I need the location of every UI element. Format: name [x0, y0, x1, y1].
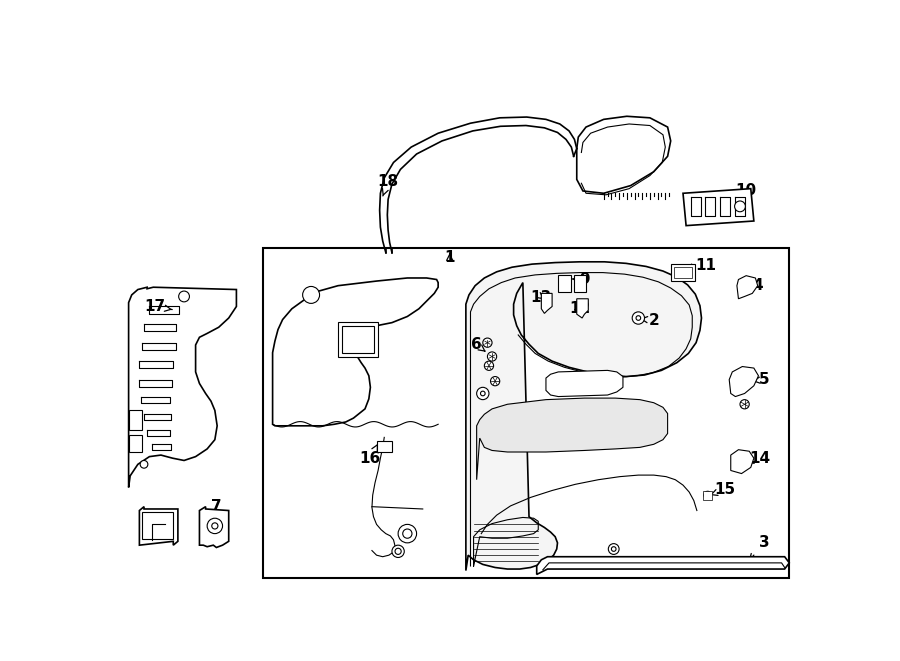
Text: 11: 11 [686, 258, 716, 273]
Bar [674, 267, 692, 278]
Text: 8: 8 [158, 518, 167, 533]
Circle shape [608, 543, 619, 555]
Polygon shape [546, 370, 623, 397]
Bar [558, 275, 571, 292]
Circle shape [398, 524, 417, 543]
Circle shape [704, 491, 712, 499]
Polygon shape [129, 288, 237, 487]
Polygon shape [731, 449, 754, 473]
Circle shape [477, 387, 489, 400]
Circle shape [402, 529, 412, 538]
Polygon shape [140, 507, 178, 545]
Text: 9: 9 [572, 272, 590, 287]
Circle shape [395, 548, 401, 555]
Text: 17: 17 [144, 299, 172, 314]
Bar [670, 264, 696, 281]
Text: 18: 18 [377, 175, 399, 196]
Bar [376, 442, 392, 452]
Polygon shape [273, 278, 438, 426]
Polygon shape [577, 299, 589, 318]
Circle shape [636, 316, 641, 321]
Polygon shape [729, 367, 759, 397]
Bar [264, 248, 789, 578]
Text: 7: 7 [212, 499, 221, 518]
Polygon shape [477, 398, 668, 480]
Text: 2: 2 [641, 313, 659, 328]
Bar [338, 322, 378, 356]
Polygon shape [536, 557, 789, 574]
Circle shape [207, 518, 222, 533]
Text: 1: 1 [445, 251, 455, 266]
Circle shape [734, 201, 745, 212]
Circle shape [302, 286, 320, 303]
Circle shape [484, 361, 493, 370]
Text: 4: 4 [749, 278, 763, 293]
Text: 6: 6 [472, 338, 485, 352]
Text: 12: 12 [569, 301, 590, 316]
Bar [129, 435, 142, 452]
Text: 5: 5 [753, 372, 770, 387]
Text: 13: 13 [531, 290, 552, 305]
Polygon shape [737, 276, 758, 299]
Text: 3: 3 [750, 535, 770, 560]
Circle shape [488, 352, 497, 361]
Circle shape [632, 312, 644, 324]
Polygon shape [683, 188, 754, 225]
Circle shape [740, 400, 749, 409]
Bar [342, 326, 374, 353]
Bar [142, 512, 174, 539]
Circle shape [482, 338, 492, 347]
Text: 15: 15 [711, 483, 735, 497]
Circle shape [392, 545, 404, 557]
Circle shape [140, 461, 148, 468]
Text: 16: 16 [360, 444, 381, 465]
Bar [129, 410, 142, 430]
Polygon shape [541, 293, 552, 313]
Circle shape [491, 377, 500, 386]
Circle shape [481, 391, 485, 396]
Text: 14: 14 [747, 451, 770, 465]
Bar [573, 275, 586, 292]
Bar [703, 490, 712, 500]
Circle shape [611, 547, 616, 551]
Circle shape [212, 523, 218, 529]
Polygon shape [577, 116, 670, 193]
Text: 10: 10 [734, 184, 757, 202]
Circle shape [179, 291, 189, 302]
Polygon shape [200, 507, 229, 547]
Polygon shape [466, 262, 701, 570]
